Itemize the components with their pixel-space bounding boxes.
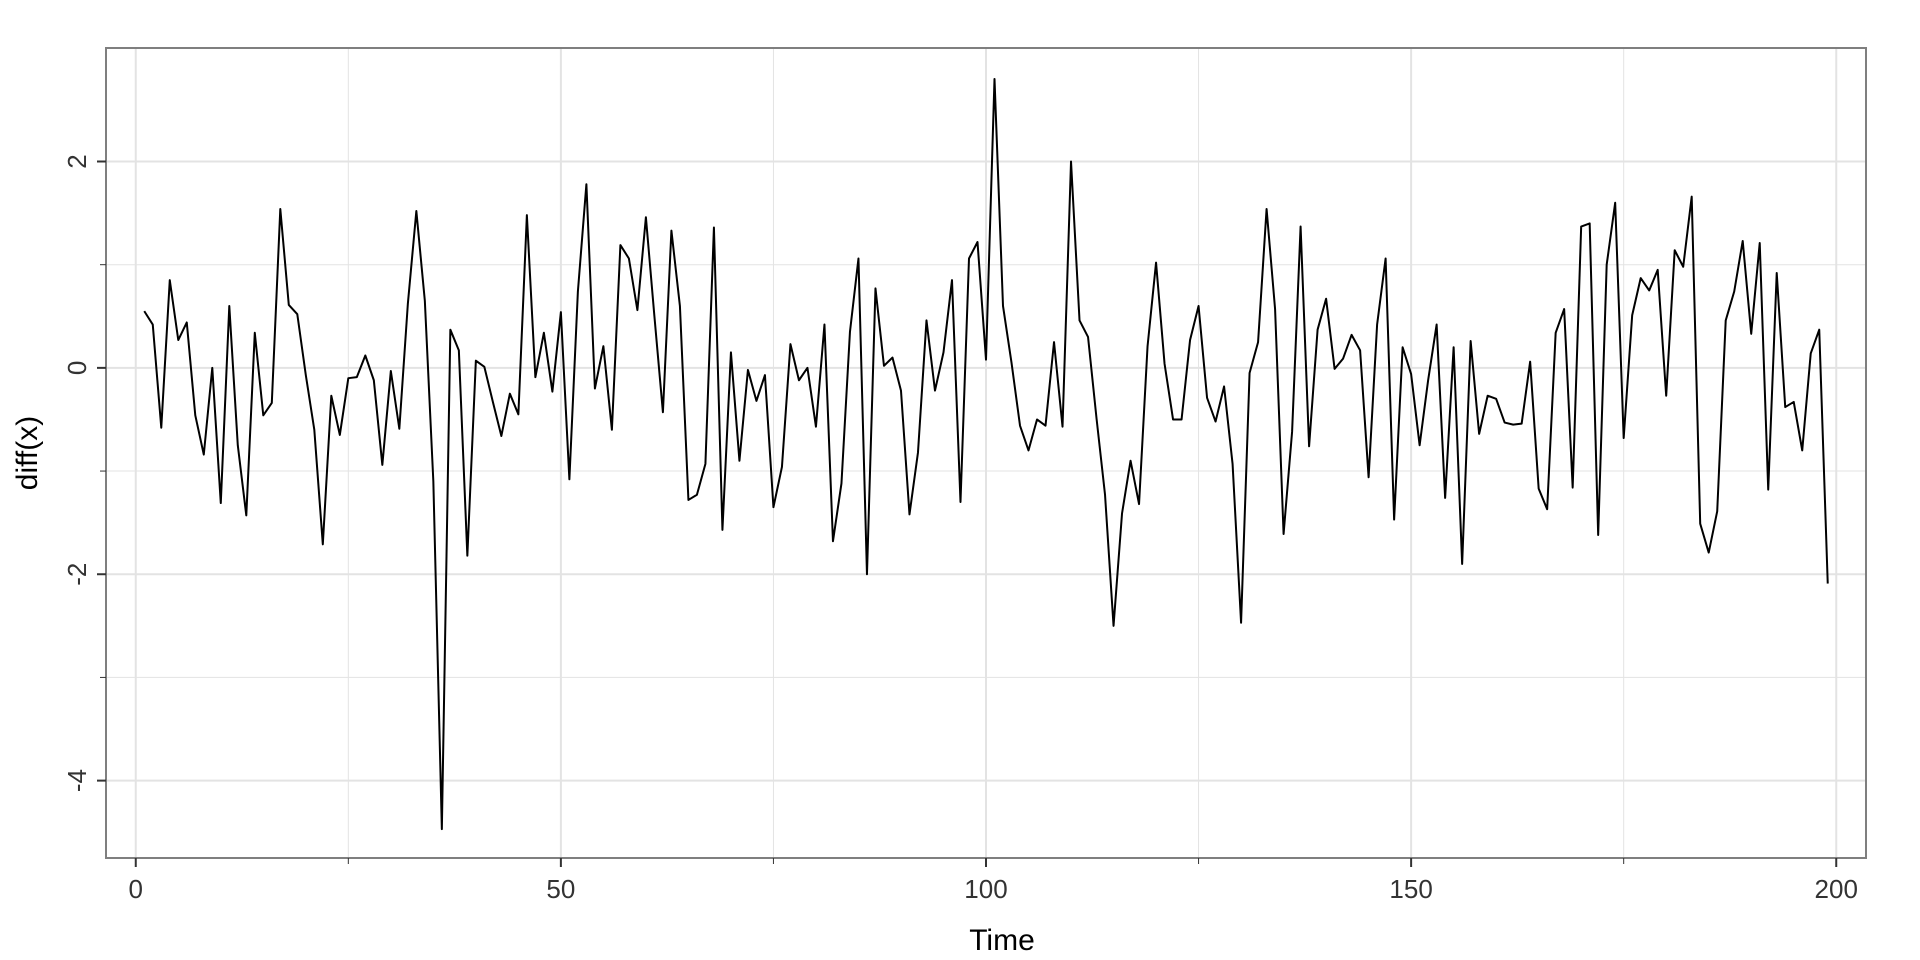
y-tick-label: -4	[62, 769, 92, 792]
x-tick-label: 100	[964, 874, 1007, 904]
y-axis: -4 -2 0 2	[62, 154, 106, 792]
x-axis: 0 50 100 150 200	[129, 858, 1858, 904]
y-tick-label: 0	[62, 361, 92, 375]
x-tick-label: 200	[1815, 874, 1858, 904]
y-tick-label: -2	[62, 563, 92, 586]
y-axis-title: diff(x)	[11, 416, 44, 490]
x-tick-label: 50	[546, 874, 575, 904]
series-line-diff-x	[143, 77, 1829, 831]
major-gridlines	[106, 48, 1866, 858]
x-tick-label: 0	[129, 874, 143, 904]
x-tick-label: 150	[1389, 874, 1432, 904]
x-axis-title: Time	[969, 924, 1035, 957]
y-tick-label: 2	[62, 154, 92, 168]
